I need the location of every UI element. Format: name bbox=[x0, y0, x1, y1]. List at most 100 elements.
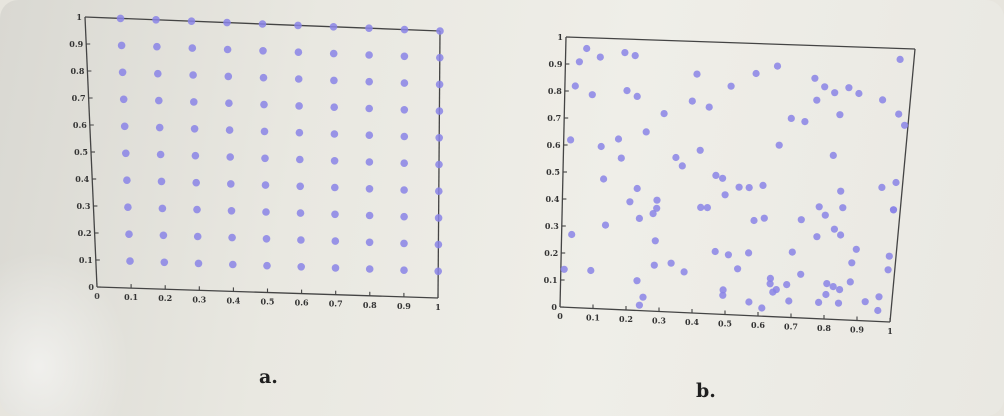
data-point bbox=[875, 293, 883, 301]
data-point bbox=[329, 23, 338, 31]
data-point bbox=[797, 270, 805, 278]
data-point bbox=[635, 214, 644, 222]
data-point bbox=[688, 97, 696, 105]
data-point bbox=[831, 89, 839, 97]
data-point bbox=[773, 62, 782, 70]
data-point bbox=[124, 203, 132, 211]
data-point bbox=[261, 181, 270, 189]
y-tick-label: 0.5 bbox=[546, 167, 560, 177]
data-point bbox=[193, 205, 201, 214]
data-point bbox=[712, 171, 720, 179]
data-point bbox=[436, 27, 444, 35]
data-point bbox=[435, 107, 444, 115]
data-point bbox=[152, 15, 160, 24]
caption-b: b. bbox=[696, 380, 716, 402]
data-point bbox=[735, 183, 743, 191]
data-point bbox=[262, 208, 270, 216]
data-point bbox=[188, 44, 197, 52]
data-point bbox=[226, 153, 234, 161]
data-point bbox=[227, 180, 235, 188]
data-point bbox=[400, 266, 408, 275]
data-point bbox=[294, 21, 302, 30]
data-point bbox=[153, 42, 161, 51]
data-point bbox=[434, 267, 443, 276]
data-point bbox=[223, 18, 231, 27]
x-tick-label: 0.1 bbox=[586, 313, 600, 323]
data-point bbox=[895, 110, 903, 118]
data-point bbox=[837, 187, 845, 195]
data-point bbox=[193, 232, 202, 241]
data-point bbox=[158, 204, 167, 213]
data-point bbox=[125, 230, 133, 238]
data-point bbox=[365, 238, 374, 247]
data-point bbox=[587, 266, 595, 275]
x-tick-label: 0.9 bbox=[397, 301, 411, 311]
data-point bbox=[262, 235, 271, 243]
data-point bbox=[189, 71, 197, 79]
data-point bbox=[568, 230, 576, 239]
data-point bbox=[721, 191, 729, 199]
plot-a-points bbox=[116, 14, 444, 276]
data-point bbox=[705, 103, 713, 111]
data-point bbox=[745, 184, 753, 192]
caption-a: a. bbox=[259, 366, 278, 388]
data-point bbox=[696, 146, 704, 154]
data-point bbox=[228, 233, 236, 242]
data-point bbox=[653, 196, 661, 204]
data-point bbox=[852, 245, 860, 253]
data-point bbox=[160, 258, 169, 267]
data-point bbox=[642, 128, 650, 136]
data-point bbox=[829, 151, 837, 159]
data-point bbox=[365, 104, 374, 113]
y-tick-label: 1 bbox=[557, 32, 563, 42]
data-point bbox=[400, 132, 409, 141]
x-tick-label: 0 bbox=[557, 311, 563, 321]
data-point bbox=[263, 261, 271, 270]
data-point bbox=[788, 248, 796, 256]
data-point bbox=[400, 25, 409, 34]
data-point bbox=[331, 210, 339, 219]
data-point bbox=[651, 237, 659, 245]
data-point bbox=[617, 154, 625, 162]
data-point bbox=[400, 106, 409, 114]
data-point bbox=[719, 291, 727, 299]
x-tick-label: 0.3 bbox=[192, 294, 206, 304]
y-tick-label: 0.7 bbox=[72, 93, 86, 103]
data-point bbox=[596, 53, 604, 61]
data-point bbox=[752, 69, 760, 78]
data-point bbox=[297, 263, 306, 271]
data-point bbox=[822, 290, 830, 299]
data-point bbox=[597, 142, 605, 151]
data-point bbox=[190, 125, 199, 133]
data-point bbox=[836, 286, 844, 294]
data-point bbox=[575, 58, 584, 66]
data-point bbox=[330, 130, 339, 138]
data-point bbox=[365, 24, 373, 32]
data-point bbox=[813, 233, 821, 241]
data-point bbox=[122, 149, 130, 158]
data-point bbox=[633, 92, 641, 100]
data-point bbox=[400, 186, 408, 194]
data-point bbox=[331, 183, 339, 192]
data-point bbox=[892, 178, 900, 187]
y-tick-label: 0.2 bbox=[544, 248, 558, 258]
data-point bbox=[571, 82, 579, 90]
data-point bbox=[400, 239, 408, 248]
data-point bbox=[225, 126, 234, 134]
data-point bbox=[848, 259, 856, 267]
data-point bbox=[896, 55, 904, 64]
data-point bbox=[117, 41, 126, 50]
data-point bbox=[229, 260, 237, 269]
y-tick-label: 0.4 bbox=[545, 194, 559, 204]
data-point bbox=[845, 84, 853, 92]
data-point bbox=[329, 49, 338, 58]
data-point bbox=[119, 95, 128, 104]
data-point bbox=[678, 162, 686, 170]
data-point bbox=[435, 80, 444, 89]
data-point bbox=[296, 182, 305, 191]
data-point bbox=[194, 259, 203, 268]
data-point bbox=[621, 49, 629, 57]
x-tick-label: 0.4 bbox=[685, 317, 699, 327]
y-tick-label: 0.3 bbox=[545, 221, 559, 231]
data-point bbox=[823, 280, 831, 288]
